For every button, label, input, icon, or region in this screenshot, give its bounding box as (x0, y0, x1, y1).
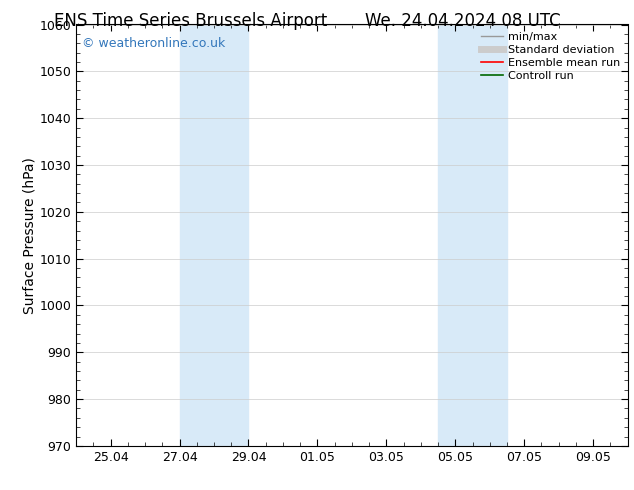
Legend: min/max, Standard deviation, Ensemble mean run, Controll run: min/max, Standard deviation, Ensemble me… (479, 30, 622, 83)
Bar (179, 24, 249, 446)
Y-axis label: Surface Pressure (hPa): Surface Pressure (hPa) (23, 157, 37, 314)
Text: © weatheronline.co.uk: © weatheronline.co.uk (82, 37, 225, 50)
Text: We. 24.04.2024 08 UTC: We. 24.04.2024 08 UTC (365, 12, 560, 30)
Bar (438, 24, 507, 446)
Text: ENS Time Series Brussels Airport: ENS Time Series Brussels Airport (54, 12, 327, 30)
